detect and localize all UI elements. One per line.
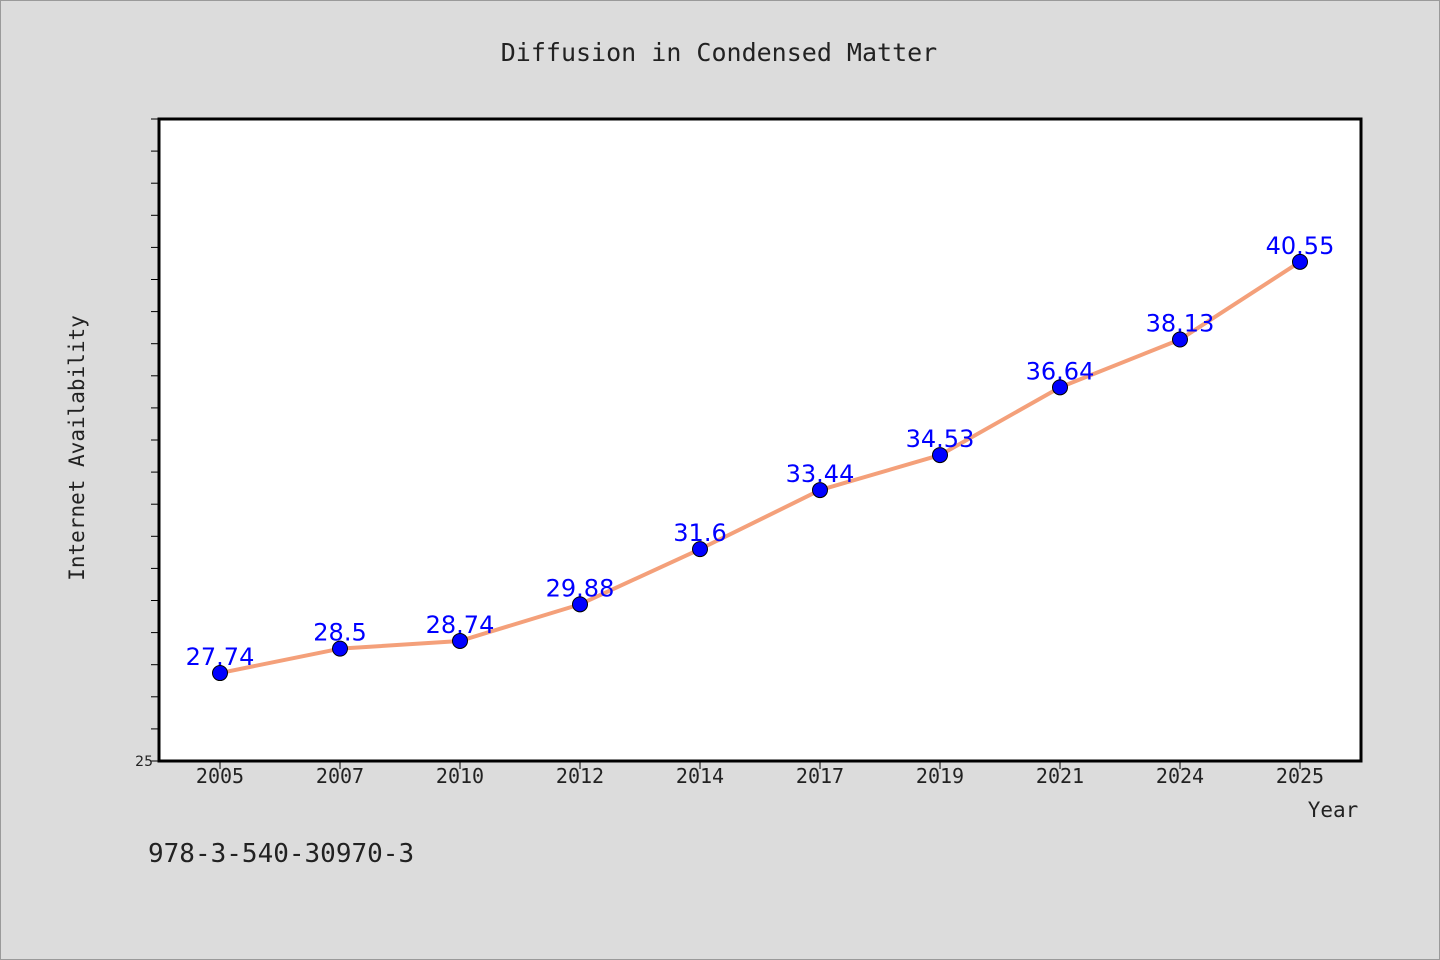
data-point — [452, 632, 468, 649]
data-point — [932, 447, 948, 464]
data-label: 28.74 — [426, 611, 495, 639]
x-axis: 2005 2007 2010 2012 2014 2017 2019 2021 2024 2025 — [196, 761, 1324, 788]
x-tick-label: 2012 — [556, 764, 604, 788]
data-label: 31.6 — [673, 519, 726, 547]
data-point — [812, 482, 828, 499]
y-axis: 25 — [135, 118, 159, 770]
data-label: 38.13 — [1146, 310, 1215, 338]
data-label: 27.74 — [186, 643, 255, 671]
data-labels: 27.74 28.5 28.74 29.88 31.6 33.44 34.53 36.64 38… — [186, 232, 1335, 671]
data-label: 29.88 — [546, 574, 615, 602]
data-point — [692, 541, 708, 558]
data-point — [332, 640, 348, 657]
isbn-text: 978-3-540-30970-3 — [148, 839, 414, 869]
y-axis-title: Internet Availability — [65, 315, 89, 581]
data-label: 33.44 — [786, 460, 855, 488]
chart-title: Diffusion in Condensed Matter — [501, 38, 938, 67]
x-tick-label: 2024 — [1156, 764, 1204, 788]
data-point — [572, 596, 588, 613]
data-point — [212, 665, 228, 682]
data-label: 28.5 — [313, 619, 366, 647]
series-line — [218, 259, 1302, 676]
data-label: 36.64 — [1026, 357, 1095, 385]
x-tick-label: 2010 — [436, 764, 484, 788]
x-tick-label: 2025 — [1276, 764, 1324, 788]
data-point — [1292, 253, 1308, 270]
x-tick-label: 2007 — [316, 764, 364, 788]
data-label: 34.53 — [906, 425, 975, 453]
x-tick-label: 2014 — [676, 764, 724, 788]
x-axis-title: Year — [1308, 798, 1359, 822]
plot-area — [157, 117, 1363, 763]
x-tick-label: 2017 — [796, 764, 844, 788]
x-tick-label: 2019 — [916, 764, 964, 788]
y-tick-label: 25 — [135, 754, 153, 770]
x-tick-label: 2021 — [1036, 764, 1084, 788]
x-tick-label: 2005 — [196, 764, 244, 788]
series-markers — [212, 253, 1308, 682]
data-point — [1172, 331, 1188, 348]
data-point — [1052, 379, 1068, 396]
data-label: 40.55 — [1266, 232, 1335, 260]
